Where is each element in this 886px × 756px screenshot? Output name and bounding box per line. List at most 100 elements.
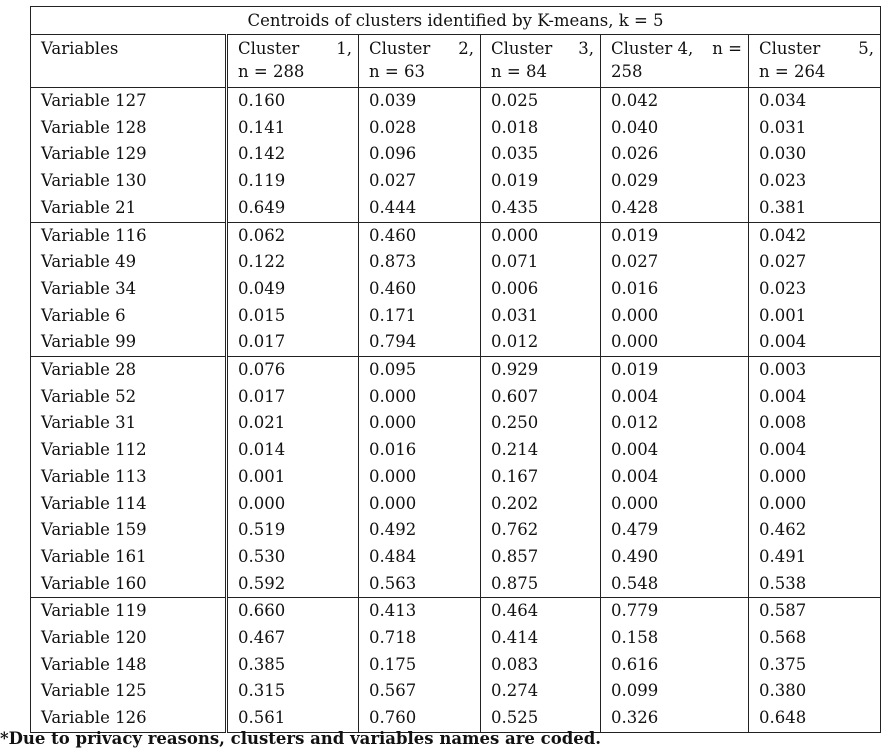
cluster-5-value-cell: 0.027 (748, 249, 882, 276)
variable-name-cell: Variable 28 (30, 356, 228, 384)
cluster-3-value-cell: 0.607 (480, 383, 601, 411)
cluster-2-value-cell: 0.000 (358, 410, 481, 438)
header-cluster-5-number: 5, (858, 39, 875, 58)
table-row: Variable 129 0.142 0.096 0.035 0.026 0.030 (30, 141, 882, 169)
cluster-1-value-cell: 0.530 (226, 543, 359, 571)
variable-name-cell: Variable 114 (30, 490, 228, 518)
header-cluster-4-size: 258 (611, 62, 643, 81)
cluster-3-value-cell: 0.018 (480, 114, 601, 142)
cluster-4-value-cell: 0.016 (600, 275, 749, 303)
table-caption: Centroids of clusters identified by K-me… (29, 6, 882, 35)
cluster-4-value-cell: 0.029 (600, 168, 749, 195)
cluster-3-value-cell: 0.274 (480, 678, 601, 706)
table-row: Variable 113 0.001 0.000 0.167 0.004 0.000 (30, 463, 882, 491)
table-row: Variable 114 0.000 0.000 0.202 0.000 0.000 (30, 490, 882, 518)
cluster-5-value-cell: 0.648 (748, 705, 882, 733)
table-row: Variable 128 0.141 0.028 0.018 0.040 0.031 (30, 114, 882, 142)
cluster-4-value-cell: 0.040 (600, 114, 749, 142)
cluster-1-value-cell: 0.001 (226, 463, 359, 491)
header-cluster-2-label: Cluster (369, 39, 431, 58)
cluster-2-value-cell: 0.460 (358, 221, 481, 250)
header-row: Variables Cluster 1, n = 288 Cluster 2, n … (30, 34, 882, 88)
cluster-5-value-cell: 0.004 (748, 329, 882, 357)
cluster-2-value-cell: 0.016 (358, 437, 481, 464)
table-row: Variable 6 0.015 0.171 0.031 0.000 0.001 (30, 302, 882, 330)
table-row: Variable 130 0.119 0.027 0.019 0.029 0.023 (30, 168, 882, 195)
cluster-4-value-cell: 0.479 (600, 517, 749, 544)
cluster-2-value-cell: 0.175 (358, 651, 481, 679)
cluster-3-value-cell: 0.762 (480, 517, 601, 544)
header-cluster-3-size: n = 84 (491, 62, 547, 81)
cluster-4-value-cell: 0.004 (600, 463, 749, 491)
cluster-2-value-cell: 0.000 (358, 383, 481, 411)
cluster-3-value-cell: 0.012 (480, 329, 601, 357)
cluster-5-value-cell: 0.008 (748, 410, 882, 438)
cluster-4-value-cell: 0.616 (600, 651, 749, 679)
cluster-3-value-cell: 0.167 (480, 463, 601, 491)
cluster-3-value-cell: 0.000 (480, 221, 601, 250)
header-cluster-2: Cluster 2, n = 63 (358, 34, 481, 88)
table-row: Variable 116 0.062 0.460 0.000 0.019 0.042 (30, 221, 882, 250)
cluster-5-value-cell: 0.030 (748, 141, 882, 169)
cluster-2-value-cell: 0.567 (358, 678, 481, 706)
cluster-1-value-cell: 0.592 (226, 570, 359, 598)
cluster-3-value-cell: 0.019 (480, 168, 601, 195)
cluster-2-value-cell: 0.000 (358, 490, 481, 518)
cluster-4-value-cell: 0.490 (600, 543, 749, 571)
table-body: Variable 127 0.160 0.039 0.025 0.042 0.034 Var… (30, 86, 882, 733)
header-variables: Variables (30, 34, 228, 88)
table-row: Variable 28 0.076 0.095 0.929 0.019 0.003 (30, 356, 882, 384)
variable-name-cell: Variable 128 (30, 114, 228, 142)
cluster-4-value-cell: 0.000 (600, 490, 749, 518)
table-row: Variable 120 0.467 0.718 0.414 0.158 0.568 (30, 625, 882, 652)
header-cluster-4: Cluster 4, n = 258 (600, 34, 749, 88)
cluster-4-value-cell: 0.099 (600, 678, 749, 706)
header-cluster-3-label: Cluster (491, 39, 553, 58)
table-row: Variable 160 0.592 0.563 0.875 0.548 0.538 (30, 570, 882, 598)
cluster-2-value-cell: 0.028 (358, 114, 481, 142)
cluster-4-value-cell: 0.548 (600, 570, 749, 598)
cluster-5-value-cell: 0.538 (748, 570, 882, 598)
cluster-2-value-cell: 0.000 (358, 463, 481, 491)
cluster-1-value-cell: 0.122 (226, 249, 359, 276)
cluster-2-value-cell: 0.039 (358, 86, 481, 115)
header-cluster-4-label: Cluster 4, (611, 39, 694, 58)
header-cluster-1: Cluster 1, n = 288 (226, 34, 359, 88)
variable-name-cell: Variable 120 (30, 625, 228, 652)
cluster-3-value-cell: 0.857 (480, 543, 601, 571)
cluster-4-value-cell: 0.158 (600, 625, 749, 652)
cluster-1-value-cell: 0.015 (226, 302, 359, 330)
cluster-1-value-cell: 0.021 (226, 410, 359, 438)
cluster-1-value-cell: 0.649 (226, 194, 359, 223)
cluster-2-value-cell: 0.096 (358, 141, 481, 169)
cluster-4-value-cell: 0.004 (600, 437, 749, 464)
table-row: Variable 112 0.014 0.016 0.214 0.004 0.004 (30, 437, 882, 464)
variable-name-cell: Variable 161 (30, 543, 228, 571)
cluster-2-value-cell: 0.873 (358, 249, 481, 276)
cluster-2-value-cell: 0.027 (358, 168, 481, 195)
header-cluster-2-number: 2, (458, 39, 474, 58)
cluster-3-value-cell: 0.525 (480, 705, 601, 733)
cluster-1-value-cell: 0.561 (226, 705, 359, 733)
cluster-5-value-cell: 0.380 (748, 678, 882, 706)
header-cluster-4-number: n = (712, 39, 742, 58)
table-row: Variable 159 0.519 0.492 0.762 0.479 0.462 (30, 517, 882, 544)
cluster-2-value-cell: 0.563 (358, 570, 481, 598)
cluster-2-value-cell: 0.492 (358, 517, 481, 544)
variable-name-cell: Variable 112 (30, 437, 228, 464)
cluster-3-value-cell: 0.071 (480, 249, 601, 276)
cluster-1-value-cell: 0.141 (226, 114, 359, 142)
table-row: Variable 119 0.660 0.413 0.464 0.779 0.587 (30, 597, 882, 626)
cluster-5-value-cell: 0.000 (748, 490, 882, 518)
footnote: *Due to privacy reasons, clusters and va… (0, 729, 602, 748)
cluster-1-value-cell: 0.467 (226, 625, 359, 652)
cluster-5-value-cell: 0.004 (748, 383, 882, 411)
cluster-1-value-cell: 0.315 (226, 678, 359, 706)
cluster-5-value-cell: 0.023 (748, 275, 882, 303)
cluster-3-value-cell: 0.006 (480, 275, 601, 303)
cluster-2-value-cell: 0.760 (358, 705, 481, 733)
header-cluster-1-label: Cluster (238, 39, 300, 58)
variable-name-cell: Variable 159 (30, 517, 228, 544)
cluster-5-value-cell: 0.381 (748, 194, 882, 223)
cluster-1-value-cell: 0.014 (226, 437, 359, 464)
